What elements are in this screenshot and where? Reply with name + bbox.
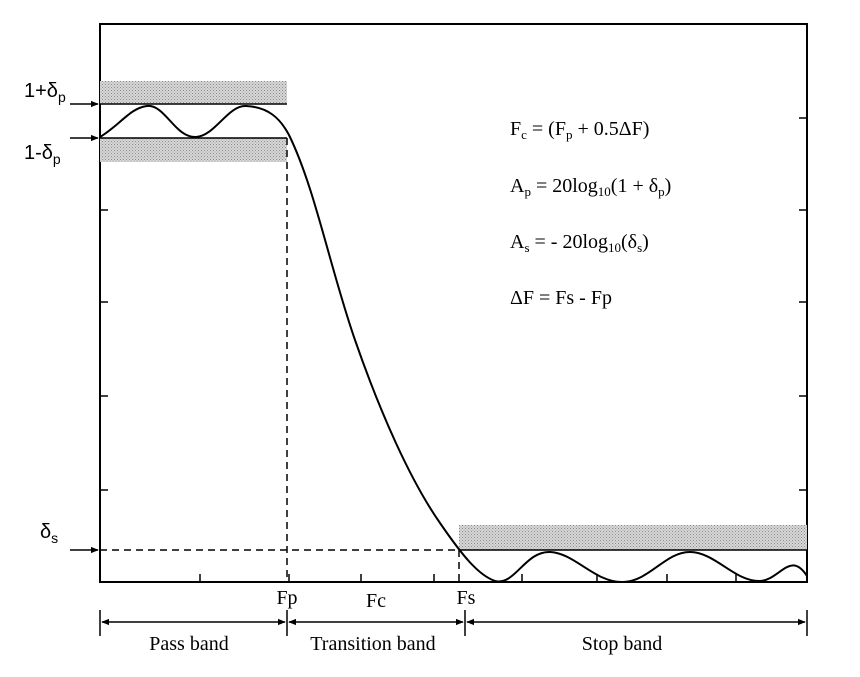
label-upper-tolerance: 1+δp — [24, 80, 66, 105]
right-ticks — [799, 117, 807, 491]
equation-delta-f: ΔF = Fs - Fp — [510, 287, 612, 309]
label-stop-band: Stop band — [582, 633, 663, 655]
frequency-response-curve — [99, 104, 808, 584]
label-stopband-tolerance: δs — [40, 521, 58, 546]
left-ticks — [100, 209, 108, 491]
equation-ap: Ap = 20log10(1 + δp) — [510, 175, 671, 199]
passband-upper-tolerance-band — [100, 81, 287, 104]
equation-as: As = - 20log10(δs) — [510, 231, 649, 255]
plot-frame — [99, 23, 808, 583]
label-fp: Fp — [276, 587, 297, 609]
label-fc: Fc — [366, 590, 386, 612]
band-dimension-lines — [99, 610, 808, 636]
bottom-ticks — [199, 574, 737, 582]
passband-lower-tolerance-band — [100, 138, 287, 162]
label-fs: Fs — [457, 587, 476, 609]
dashed-guides — [100, 138, 460, 582]
label-transition-band: Transition band — [310, 633, 435, 655]
equation-fc: Fc = (Fp + 0.5ΔF) — [510, 118, 649, 142]
label-pass-band: Pass band — [149, 633, 228, 655]
label-lower-tolerance: 1-δp — [24, 142, 61, 167]
stopband-tolerance-band — [459, 525, 807, 550]
